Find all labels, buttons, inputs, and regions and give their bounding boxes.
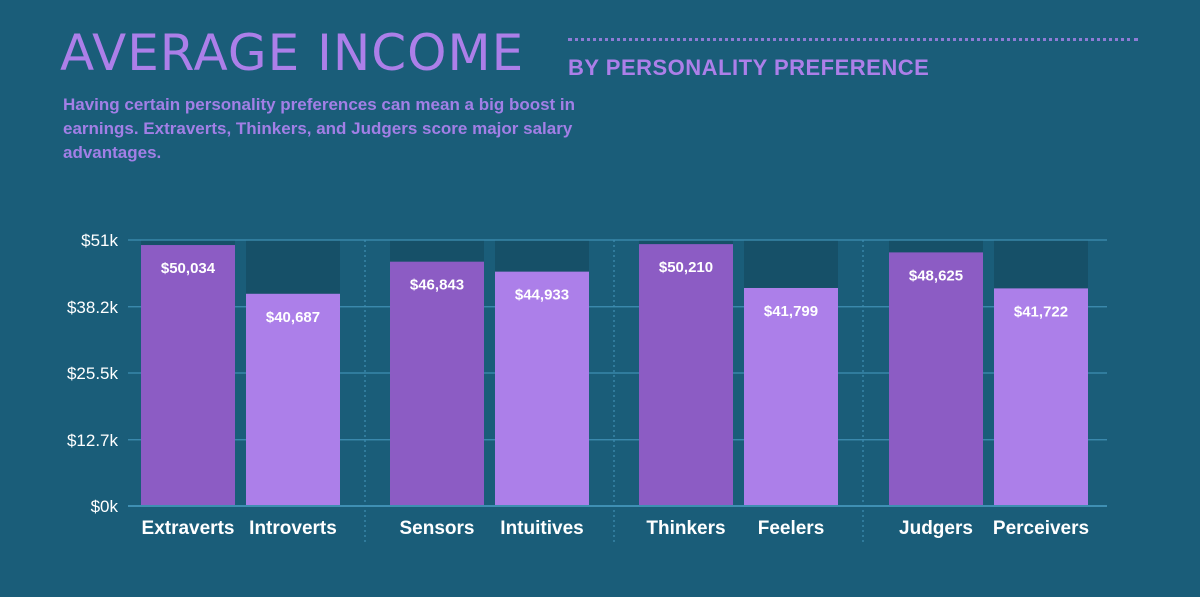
chart-description: Having certain personality preferences c… bbox=[63, 95, 576, 162]
y-tick-label: $12.7k bbox=[67, 431, 119, 450]
x-category-label: Intuitives bbox=[500, 518, 583, 539]
bar bbox=[246, 293, 340, 506]
y-tick-label: $38.2k bbox=[67, 298, 119, 317]
bar bbox=[744, 287, 838, 506]
bar bbox=[390, 261, 484, 506]
chart-title: AVERAGE INCOME bbox=[60, 24, 525, 82]
title-dotted-rule bbox=[568, 38, 1138, 41]
bar bbox=[639, 244, 733, 506]
bar-value-label: $48,625 bbox=[909, 267, 963, 284]
bar-value-label: $41,722 bbox=[1014, 303, 1068, 320]
x-category-label: Feelers bbox=[758, 518, 825, 539]
bar-value-label: $41,799 bbox=[764, 303, 818, 320]
y-tick-label: $0k bbox=[91, 497, 119, 516]
bar bbox=[994, 288, 1088, 506]
bar bbox=[889, 252, 983, 506]
x-category-label: Introverts bbox=[249, 518, 337, 539]
x-category-label: Perceivers bbox=[993, 518, 1089, 539]
y-tick-label: $51k bbox=[81, 231, 118, 250]
x-category-label: Sensors bbox=[400, 518, 475, 539]
bar-value-label: $44,933 bbox=[515, 287, 569, 304]
bar-value-label: $50,034 bbox=[161, 260, 216, 277]
x-category-label: Judgers bbox=[899, 518, 973, 539]
chart-subtitle: BY PERSONALITY PREFERENCE bbox=[568, 55, 930, 80]
bar bbox=[495, 271, 589, 506]
bar-value-label: $50,210 bbox=[659, 259, 713, 276]
bar-value-label: $46,843 bbox=[410, 277, 464, 294]
bar-value-label: $40,687 bbox=[266, 309, 320, 326]
y-tick-label: $25.5k bbox=[67, 364, 119, 383]
x-category-label: Extraverts bbox=[142, 518, 235, 539]
bar bbox=[141, 245, 235, 507]
x-category-label: Thinkers bbox=[646, 518, 725, 539]
